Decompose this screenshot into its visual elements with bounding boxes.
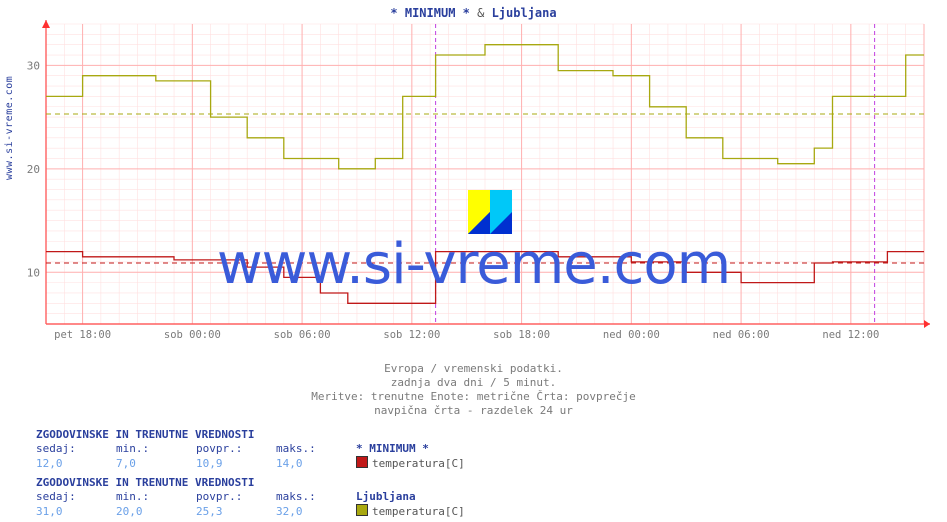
val-now: 12,0	[36, 457, 116, 471]
col-min: min.:	[116, 442, 196, 456]
caption-line: navpična črta - razdelek 24 ur	[0, 404, 947, 418]
svg-text:sob 18:00: sob 18:00	[493, 329, 550, 341]
val-min: 7,0	[116, 457, 196, 471]
col-max: maks.:	[276, 490, 356, 504]
val-now: 31,0	[36, 505, 116, 519]
site-ylabel: www.si-vreme.com	[4, 76, 15, 180]
svg-text:pet 18:00: pet 18:00	[54, 329, 111, 341]
stats-col-headers: sedaj:min.:povpr.:maks.:* MINIMUM *	[36, 442, 465, 456]
stats-col-headers: sedaj:min.:povpr.:maks.:Ljubljana	[36, 490, 465, 504]
stats-values: 31,020,025,332,0 temperatura[C]	[36, 504, 465, 519]
stats-unit-label: temperatura[C]	[372, 457, 465, 470]
col-avg: povpr.:	[196, 442, 276, 456]
stats-block-minimum: ZGODOVINSKE IN TRENUTNE VREDNOSTI sedaj:…	[36, 428, 465, 471]
val-avg: 10,9	[196, 457, 276, 471]
stats-unit-label: temperatura[C]	[372, 505, 465, 518]
svg-text:ned 00:00: ned 00:00	[603, 329, 660, 341]
val-max: 32,0	[276, 505, 356, 519]
col-now: sedaj:	[36, 490, 116, 504]
svg-text:30: 30	[27, 59, 40, 72]
svg-text:20: 20	[27, 163, 40, 176]
svg-text:sob 00:00: sob 00:00	[164, 329, 221, 341]
stats-values: 12,07,010,914,0 temperatura[C]	[36, 456, 465, 471]
col-max: maks.:	[276, 442, 356, 456]
series-swatch-icon	[356, 504, 368, 516]
svg-text:sob 06:00: sob 06:00	[274, 329, 331, 341]
svg-text:10: 10	[27, 266, 40, 279]
svg-text:ned 06:00: ned 06:00	[713, 329, 770, 341]
caption-line: zadnja dva dni / 5 minut.	[0, 376, 947, 390]
stats-series-label: * MINIMUM *	[356, 442, 429, 455]
stats-header: ZGODOVINSKE IN TRENUTNE VREDNOSTI	[36, 428, 465, 442]
svg-text:ned 12:00: ned 12:00	[822, 329, 879, 341]
col-min: min.:	[116, 490, 196, 504]
stats-block-ljubljana: ZGODOVINSKE IN TRENUTNE VREDNOSTI sedaj:…	[36, 476, 465, 519]
val-avg: 25,3	[196, 505, 276, 519]
col-avg: povpr.:	[196, 490, 276, 504]
caption-line: Meritve: trenutne Enote: metrične Črta: …	[0, 390, 947, 404]
chart-caption: Evropa / vremenski podatki. zadnja dva d…	[0, 362, 947, 418]
stats-series-label: Ljubljana	[356, 490, 416, 503]
chart-plot: 102030pet 18:00sob 00:00sob 06:00sob 12:…	[22, 16, 910, 336]
val-max: 14,0	[276, 457, 356, 471]
stats-header: ZGODOVINSKE IN TRENUTNE VREDNOSTI	[36, 476, 465, 490]
caption-line: Evropa / vremenski podatki.	[0, 362, 947, 376]
col-now: sedaj:	[36, 442, 116, 456]
svg-text:sob 12:00: sob 12:00	[383, 329, 440, 341]
val-min: 20,0	[116, 505, 196, 519]
series-swatch-icon	[356, 456, 368, 468]
